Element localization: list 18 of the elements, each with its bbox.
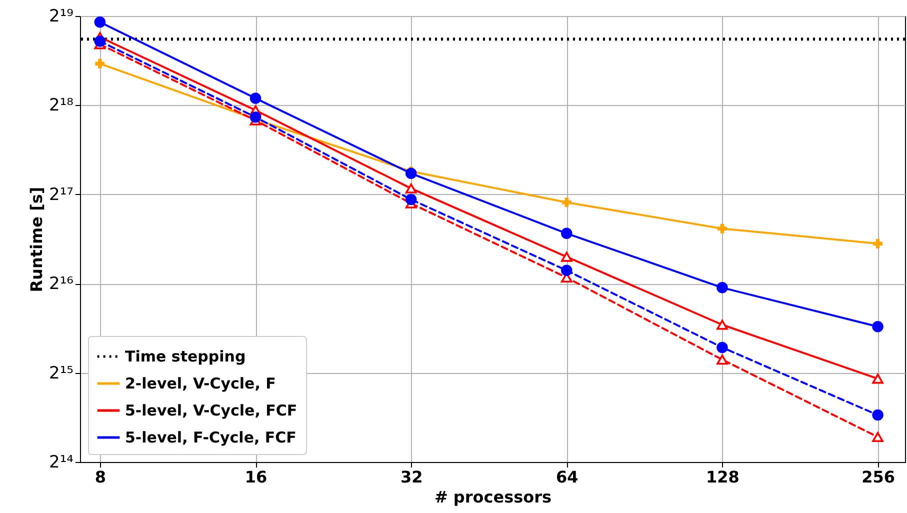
y-tick-label: 2¹⁹ (49, 6, 74, 26)
y-tick-label: 2¹⁴ (49, 452, 74, 472)
y-tick-label: 2¹⁷ (49, 184, 74, 205)
x-tick-label: 8 (94, 468, 106, 486)
legend-label: 5-level, F-Cycle, FCF (125, 428, 296, 446)
x-tick-label: 256 (862, 468, 895, 486)
legend-label: 2-level, V-Cycle, F (125, 374, 276, 392)
x-tick-label: 32 (400, 468, 423, 486)
y-tick-label: 2¹⁶ (49, 274, 74, 294)
x-axis-title: # processors (434, 488, 552, 506)
legend-label: 5-level, V-Cycle, FCF (125, 402, 298, 420)
legend-label: Time stepping (125, 348, 246, 366)
y-axis-title: Runtime [s] (27, 186, 46, 292)
x-tick-label: 128 (706, 468, 740, 486)
y-tick-label: 2¹⁵ (49, 363, 74, 384)
x-tick-label: 16 (244, 468, 268, 486)
y-tick-label: 2¹⁸ (49, 96, 74, 116)
x-tick-label: 64 (556, 468, 578, 486)
